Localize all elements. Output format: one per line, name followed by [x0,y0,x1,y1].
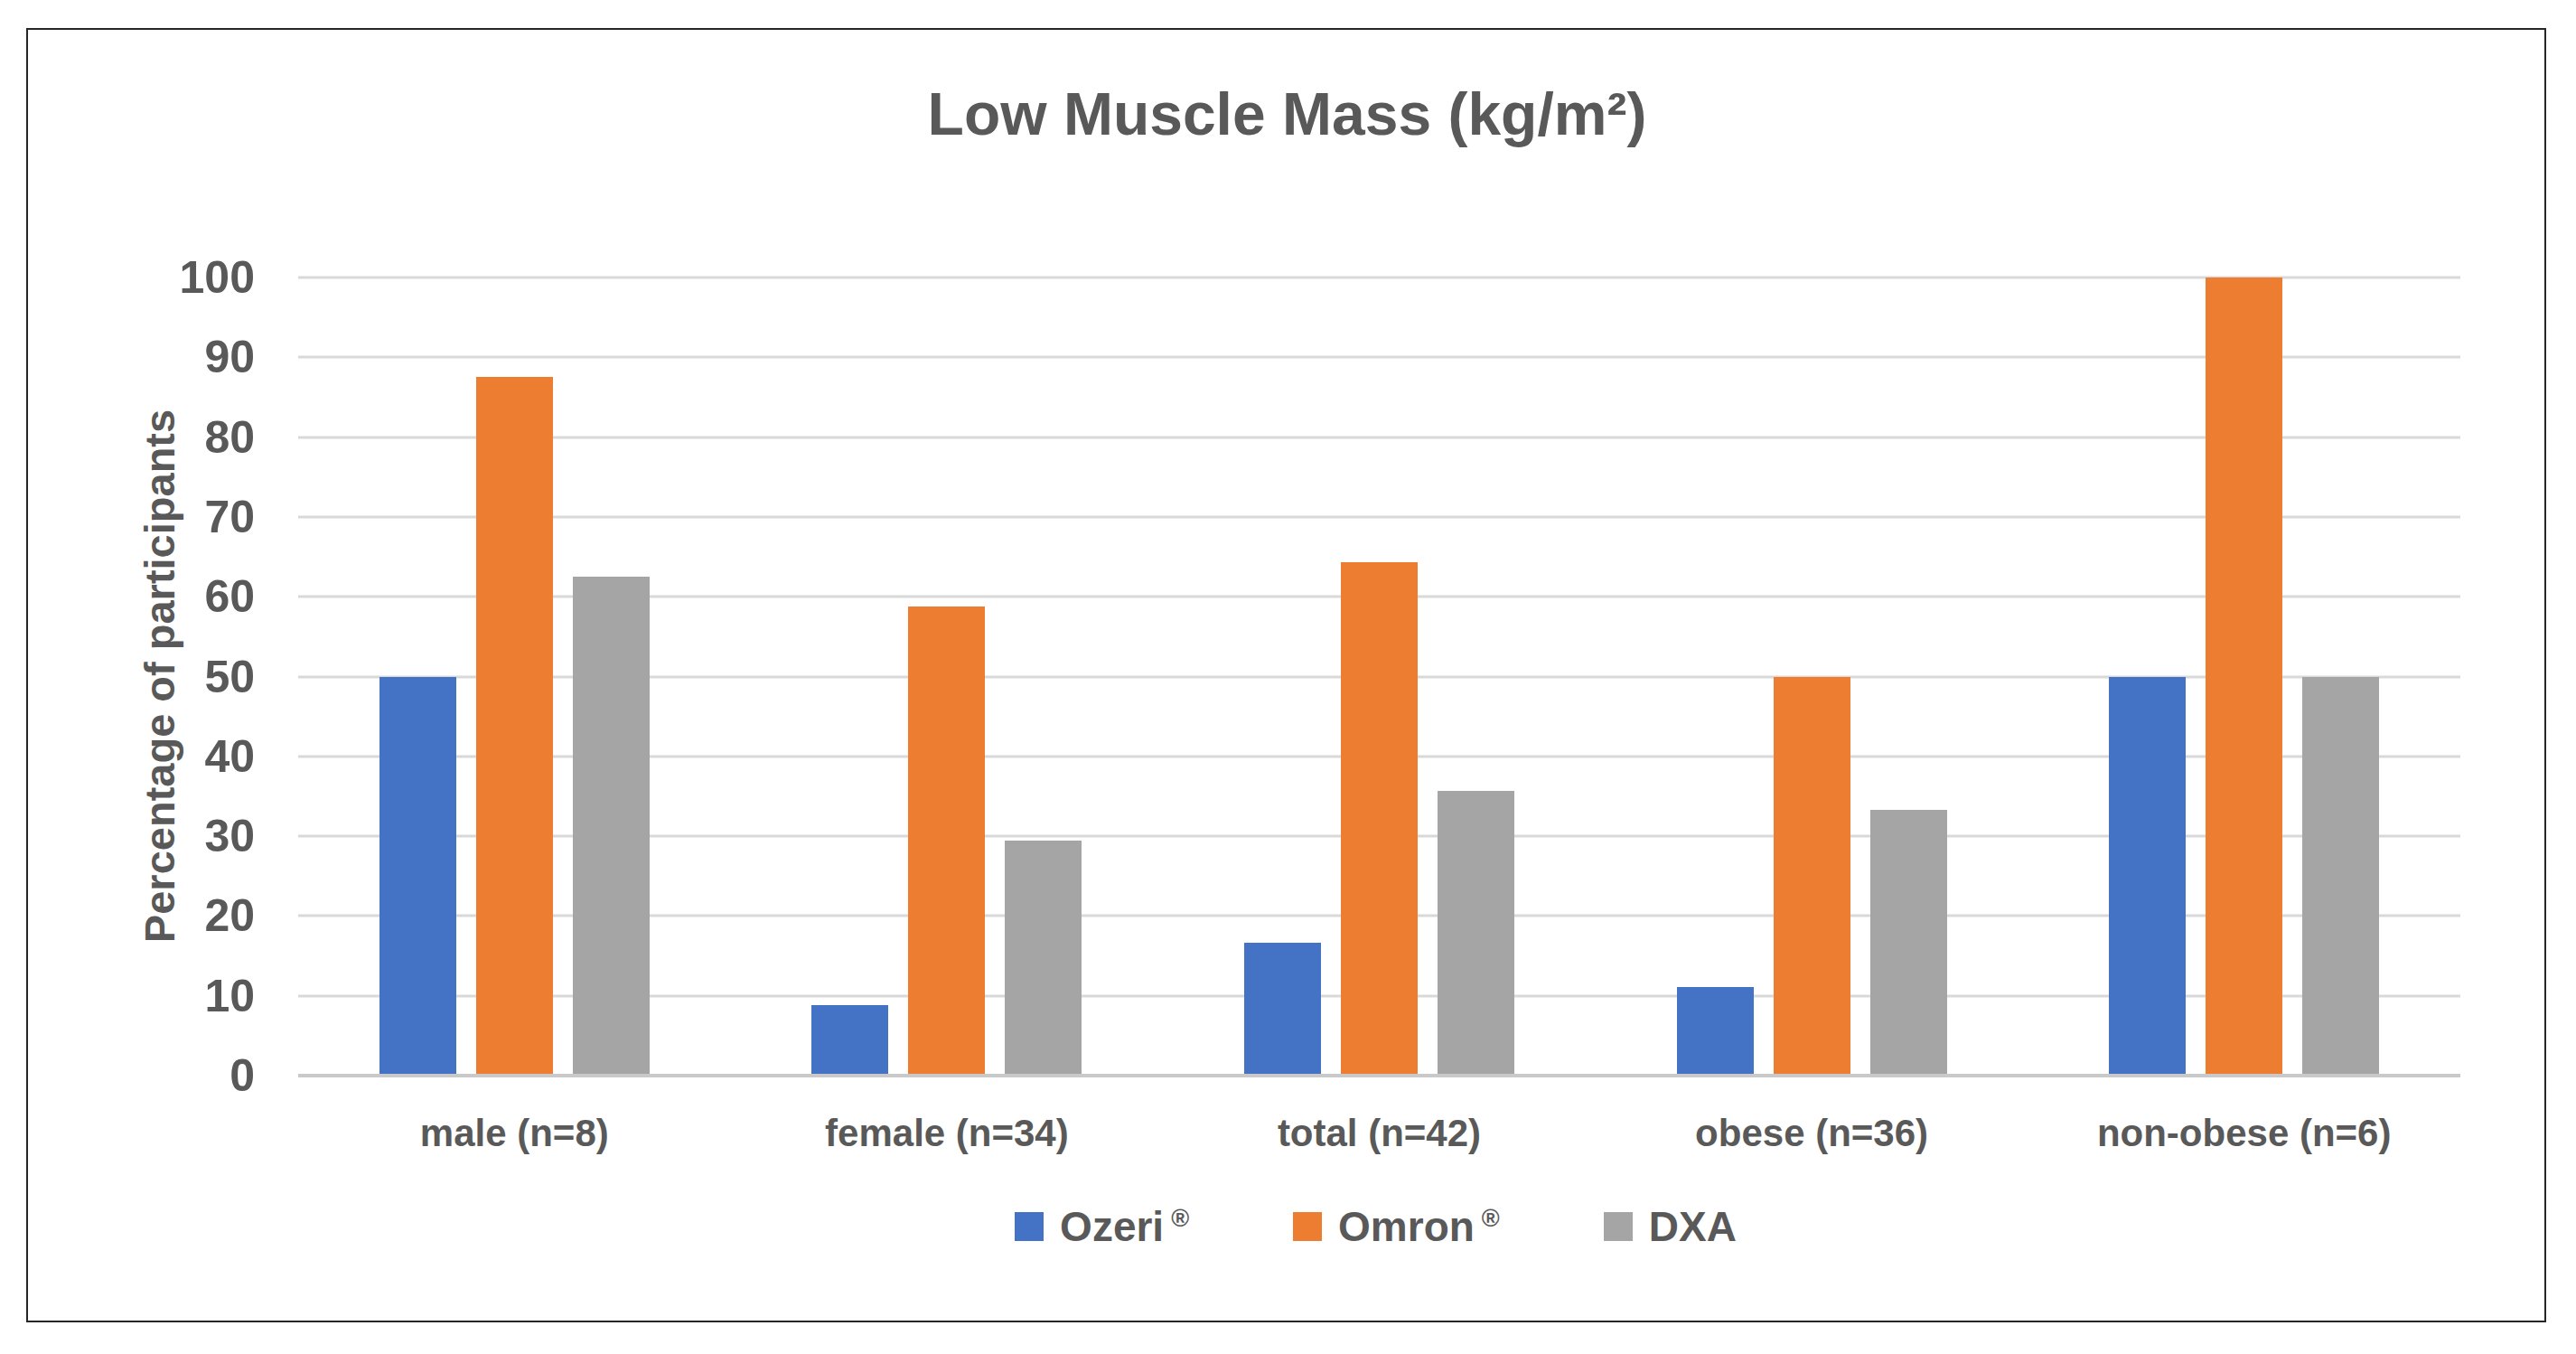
chart-title: Low Muscle Mass (kg/m²) [26,80,2548,148]
legend-label-dxa: DXA [1649,1206,1744,1247]
bar-omron-obese [1774,677,1850,1077]
registered-mark: ® [1482,1205,1500,1232]
y-tick-label: 40 [99,734,255,779]
legend-text: Omron [1338,1203,1475,1250]
bar-dxa-female [1005,841,1082,1076]
bar-omron-male [476,377,553,1076]
bar-omron-non-obese [2206,277,2282,1076]
bar-group-female [731,277,1164,1076]
x-axis-labels: male (n=8) female (n=34) total (n=42) ob… [298,1112,2460,1155]
bar-ozeri-male [379,677,456,1077]
bar-ozeri-non-obese [2109,677,2186,1077]
x-label-non-obese: non-obese (n=6) [2028,1112,2460,1155]
y-axis-tick-labels: 100 90 80 70 60 50 40 30 20 10 0 [99,277,255,1076]
figure-canvas: Low Muscle Mass (kg/m²) Percentage of pa… [0,0,2576,1354]
x-label-obese: obese (n=36) [1596,1112,2028,1155]
legend-item-dxa: DXA [1604,1206,1744,1247]
legend-item-ozeri: Ozeri ® [1015,1206,1189,1247]
legend-label-ozeri: Ozeri ® [1060,1206,1189,1247]
bar-omron-total [1341,562,1418,1076]
legend: Ozeri ® Omron ® DXA [298,1206,2460,1247]
y-tick-label: 60 [99,574,255,619]
y-tick-label: 30 [99,813,255,859]
y-tick-label: 70 [99,494,255,540]
y-tick-label: 0 [99,1053,255,1098]
registered-mark: ® [1171,1205,1189,1232]
y-tick-label: 100 [99,255,255,300]
plot-area [298,277,2460,1076]
bar-dxa-total [1438,791,1514,1076]
bar-dxa-non-obese [2302,677,2379,1077]
bar-group-total [1163,277,1596,1076]
x-label-female: female (n=34) [731,1112,1164,1155]
y-tick-label: 50 [99,654,255,700]
bar-omron-female [908,606,985,1076]
legend-text: DXA [1649,1203,1737,1250]
bar-ozeri-female [811,1005,888,1076]
legend-text: Ozeri [1060,1203,1164,1250]
y-tick-label: 20 [99,893,255,938]
bar-dxa-male [573,577,650,1076]
legend-item-omron: Omron ® [1293,1206,1500,1247]
bar-ozeri-total [1244,943,1321,1076]
x-label-male: male (n=8) [298,1112,731,1155]
legend-swatch-ozeri [1015,1212,1044,1241]
x-label-total: total (n=42) [1163,1112,1596,1155]
bar-groups [298,277,2460,1076]
bar-group-obese [1596,277,2028,1076]
y-tick-label: 10 [99,973,255,1019]
y-tick-label: 80 [99,415,255,460]
bar-ozeri-obese [1677,987,1754,1076]
legend-swatch-omron [1293,1212,1322,1241]
x-axis-line [298,1074,2460,1077]
bar-group-male [298,277,731,1076]
y-tick-label: 90 [99,334,255,380]
legend-label-omron: Omron ® [1338,1206,1500,1247]
bar-group-non-obese [2028,277,2460,1076]
legend-swatch-dxa [1604,1212,1633,1241]
bar-dxa-obese [1870,810,1947,1076]
